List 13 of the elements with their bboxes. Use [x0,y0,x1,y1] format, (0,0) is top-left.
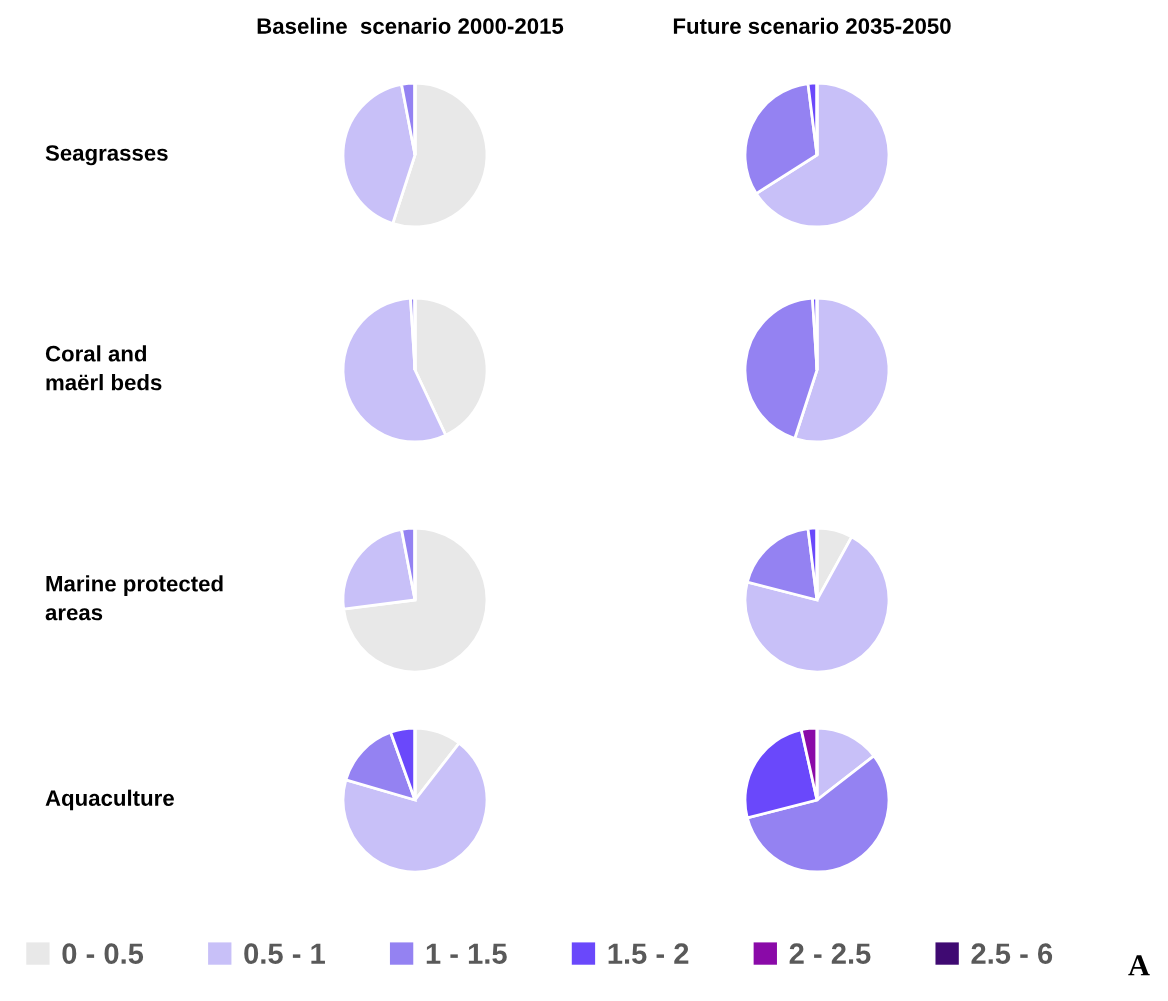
legend-label: 0 - 0.5 [62,943,144,964]
text: Coral and maërl beds [45,345,162,391]
text: A [1128,955,1150,976]
chart-title: Baseline scenario 2000-2015 [257,17,564,34]
legend-label: 1 - 1.5 [426,943,507,964]
text: Aquaculture [45,789,174,811]
legend-label: 2 - 2.5 [789,943,871,964]
text: Seagrasses [45,145,168,166]
legend-label: 1.5 - 2 [608,943,689,964]
chart-title: Future scenario 2035-2050 [673,17,951,34]
legend-label: 0.5 - 1 [244,943,325,964]
legend-label: 2.5 - 6 [971,943,1053,964]
text: Marine protected areas [45,575,223,621]
